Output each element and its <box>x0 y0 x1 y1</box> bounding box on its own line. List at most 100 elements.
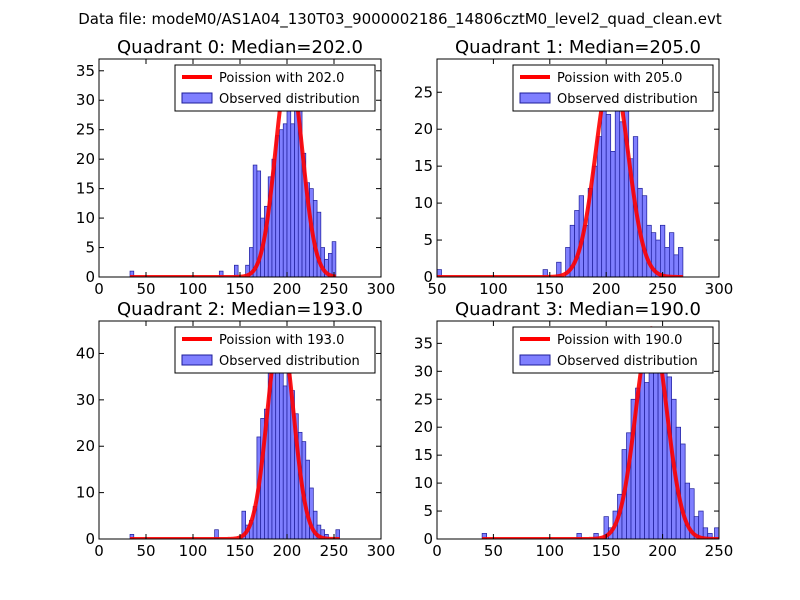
legend-curve-label: Poission with 202.0 <box>219 71 344 86</box>
axes-frame <box>436 320 720 540</box>
histogram-bar <box>619 121 625 277</box>
legend: Poission with 190.0 Observed distribution <box>512 326 714 374</box>
y-tick-label: 20 <box>76 437 95 455</box>
y-tick-label: 15 <box>414 446 433 464</box>
histogram-bar <box>673 254 679 277</box>
histogram-bar <box>282 123 288 277</box>
y-tick-label: 30 <box>414 362 433 380</box>
legend-hist-label: Observed distribution <box>219 92 360 107</box>
y-tick-label: 0 <box>423 268 433 286</box>
histogram-bar <box>286 105 292 277</box>
x-tick-label: 300 <box>367 542 396 560</box>
panel-quadrant-3: Quadrant 3: Median=190.0 0 50 100 150 200 250 0… <box>414 299 733 560</box>
histogram-bar <box>659 224 666 277</box>
histogram-bar <box>316 211 322 277</box>
y-tick-label: 5 <box>85 239 95 257</box>
y-tick-label: 25 <box>414 390 433 408</box>
legend-hist-swatch <box>181 354 213 366</box>
poisson-curve <box>482 326 719 539</box>
histogram-bar <box>610 151 616 277</box>
histogram-bar <box>664 247 670 277</box>
y-tick-label: 30 <box>76 391 95 409</box>
y-tick-label: 0 <box>85 268 95 286</box>
legend-hist-swatch <box>181 92 213 104</box>
histogram-bar <box>698 510 704 539</box>
figure-suptitle: Data file: modeM0/AS1A04_130T03_90000021… <box>78 10 722 29</box>
y-tick-label: 5 <box>423 502 433 520</box>
histogram-bar <box>644 382 650 539</box>
x-tick-label: 200 <box>592 280 621 298</box>
x-tick-label: 250 <box>320 542 349 560</box>
histogram-bar <box>707 533 713 539</box>
y-tick-label: 20 <box>414 120 433 138</box>
histogram-bar <box>331 241 337 277</box>
legend-curve-label: Poission with 190.0 <box>557 333 682 348</box>
y-tick-label: 30 <box>76 91 95 109</box>
y-tick-label: 20 <box>76 150 95 168</box>
legend-curve-label: Poission with 205.0 <box>557 71 682 86</box>
histogram-bar <box>290 123 295 277</box>
panel-title: Quadrant 3: Median=190.0 <box>455 299 701 320</box>
x-tick-label: 150 <box>226 542 255 560</box>
legend: Poission with 202.0 Observed distribution <box>174 64 376 112</box>
histogram-bar <box>574 210 580 277</box>
legend: Poission with 205.0 Observed distribution <box>512 64 714 112</box>
histogram-bar <box>279 353 284 539</box>
y-tick-label: 20 <box>414 418 433 436</box>
histogram-bars <box>129 105 337 277</box>
y-tick-label: 35 <box>76 62 95 80</box>
histogram-bar <box>305 459 310 539</box>
y-tick-label: 15 <box>414 157 433 175</box>
x-tick-label: 200 <box>648 542 677 560</box>
histogram-bar <box>678 247 684 277</box>
panel-title: Quadrant 1: Median=205.0 <box>455 37 701 58</box>
x-tick-label: 50 <box>484 542 503 560</box>
y-tick-label: 25 <box>76 121 95 139</box>
legend: Poission with 193.0 Observed distribution <box>174 326 376 374</box>
x-tick-label: 100 <box>179 280 208 298</box>
x-tick-label: 0 <box>94 542 104 560</box>
histogram-bar <box>593 533 599 539</box>
panel-quadrant-0: Quadrant 0: Median=202.00 50 100 150 200 250 3… <box>76 37 395 298</box>
legend-hist-label: Observed distribution <box>557 92 698 107</box>
x-tick-label: 100 <box>479 280 508 298</box>
y-tick-label: 10 <box>76 209 95 227</box>
histogram-bar <box>689 488 695 539</box>
histogram-bar <box>596 136 603 277</box>
x-tick-label: 100 <box>535 542 564 560</box>
x-tick-label: 250 <box>320 280 349 298</box>
panel-title: Quadrant 2: Median=193.0 <box>117 299 363 320</box>
histogram-bar <box>657 365 663 539</box>
panel-title: Quadrant 0: Median=202.0 <box>117 37 363 58</box>
y-tick-label: 35 <box>414 334 433 352</box>
histogram-bar <box>279 129 284 277</box>
x-tick-label: 50 <box>427 280 446 298</box>
x-tick-label: 0 <box>432 542 442 560</box>
legend-hist-label: Observed distribution <box>557 354 698 369</box>
y-tick-label: 0 <box>85 530 95 548</box>
histogram-bar <box>481 533 487 539</box>
x-tick-label: 300 <box>367 280 396 298</box>
histogram-bar <box>252 164 258 277</box>
legend-hist-label: Observed distribution <box>219 354 360 369</box>
histogram-bar <box>680 443 686 539</box>
x-tick-label: 50 <box>136 542 155 560</box>
poisson-curve <box>437 68 683 277</box>
x-tick-label: 200 <box>273 542 302 560</box>
x-tick-label: 100 <box>179 542 208 560</box>
histogram-bar <box>234 264 239 277</box>
x-tick-label: 300 <box>705 280 734 298</box>
histogram-bar <box>639 370 645 539</box>
histogram-bar <box>669 232 675 277</box>
legend-curve-label: Poission with 193.0 <box>219 333 344 348</box>
x-tick-label: 200 <box>273 280 302 298</box>
x-tick-label: 250 <box>648 280 677 298</box>
panel-quadrant-1: Quadrant 1: Median=205.050 100 150 200 250 30… <box>414 37 733 298</box>
y-tick-label: 15 <box>76 180 95 198</box>
y-tick-label: 0 <box>423 530 433 548</box>
histogram-bar <box>294 105 299 277</box>
y-tick-label: 40 <box>76 344 95 362</box>
axes-frame <box>436 58 720 278</box>
x-tick-label: 150 <box>226 280 255 298</box>
